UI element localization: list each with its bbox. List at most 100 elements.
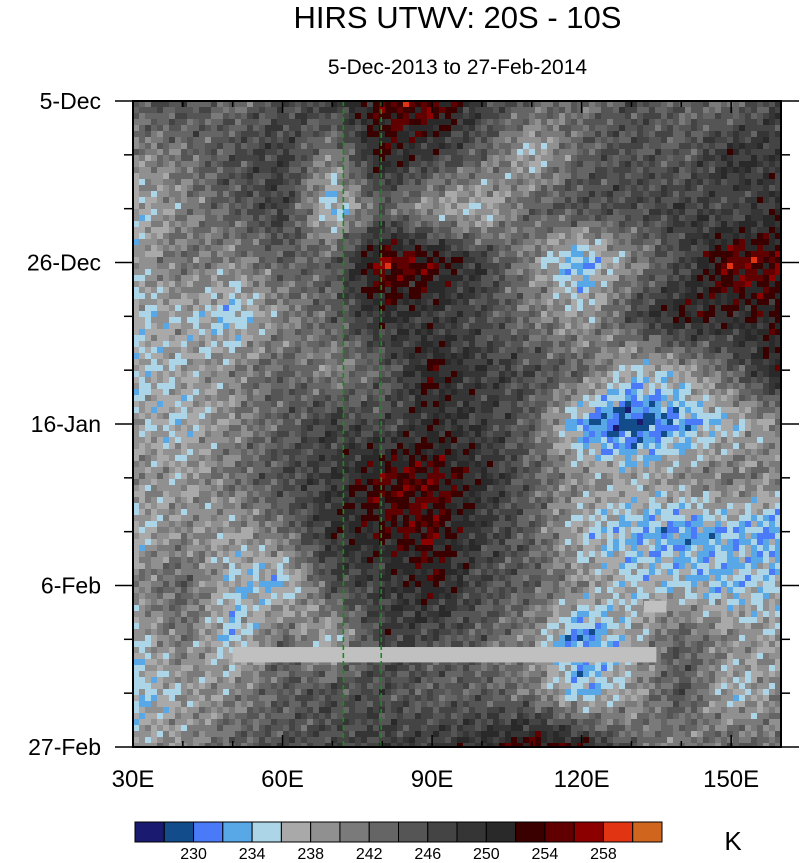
heatmap-cell [475, 191, 482, 198]
heatmap-cell [499, 245, 506, 252]
heatmap-cell [379, 203, 386, 210]
heatmap-cell [517, 365, 524, 372]
heatmap-cell [679, 173, 686, 180]
heatmap-cell [577, 323, 584, 330]
heatmap-cell [451, 185, 458, 192]
heatmap-cell [295, 221, 302, 228]
heatmap-cell [133, 179, 140, 186]
heatmap-cell [409, 221, 416, 228]
heatmap-cell [187, 365, 194, 372]
heatmap-cell [691, 233, 698, 240]
heatmap-cell [199, 173, 206, 180]
heatmap-cell [529, 335, 536, 342]
heatmap-cell [601, 281, 608, 288]
heatmap-cell [493, 161, 500, 168]
heatmap-cell [295, 113, 302, 120]
heatmap-cell [205, 341, 212, 348]
heatmap-cell [415, 353, 422, 360]
heatmap-cell [727, 143, 734, 150]
heatmap-cell [469, 155, 476, 162]
heatmap-cell [145, 341, 152, 348]
heatmap-cell [331, 341, 338, 348]
heatmap-cell [235, 269, 242, 276]
heatmap-cell [319, 287, 326, 294]
heatmap-cell [265, 275, 272, 282]
heatmap-cell [769, 233, 776, 240]
heatmap-cell [673, 317, 680, 324]
heatmap-cell [307, 353, 314, 360]
heatmap-cell [739, 257, 746, 264]
heatmap-cell [601, 113, 608, 120]
heatmap-cell [445, 353, 452, 360]
heatmap-cell [343, 149, 350, 156]
heatmap-cell [373, 233, 380, 240]
heatmap-cell [703, 311, 710, 318]
heatmap-cell [295, 281, 302, 288]
heatmap-cell [337, 311, 344, 318]
heatmap-cell [505, 269, 512, 276]
heatmap-cell [271, 227, 278, 234]
heatmap-cell [235, 281, 242, 288]
heatmap-cell [367, 173, 374, 180]
heatmap-cell [679, 347, 686, 354]
heatmap-cell [289, 107, 296, 114]
heatmap-cell [367, 299, 374, 306]
heatmap-cell [733, 335, 740, 342]
heatmap-cell [769, 155, 776, 162]
heatmap-cell [265, 107, 272, 114]
heatmap-cell [451, 179, 458, 186]
heatmap-cell [409, 329, 416, 336]
heatmap-cell [325, 245, 332, 252]
heatmap-cell [193, 119, 200, 126]
heatmap-cell [709, 143, 716, 150]
heatmap-cell [367, 245, 374, 252]
heatmap-cell [451, 311, 458, 318]
heatmap-cell [313, 137, 320, 144]
heatmap-cell [433, 239, 440, 246]
heatmap-cell [409, 311, 416, 318]
heatmap-cell [157, 371, 164, 378]
heatmap-cell [481, 137, 488, 144]
heatmap-cell [205, 227, 212, 234]
heatmap-cell [589, 323, 596, 330]
heatmap-cell [475, 119, 482, 126]
heatmap-cell [331, 233, 338, 240]
heatmap-cell [757, 287, 764, 294]
heatmap-cell [571, 287, 578, 294]
heatmap-cell [577, 233, 584, 240]
heatmap-cell [769, 353, 776, 360]
heatmap-cell [427, 323, 434, 330]
heatmap-cell [685, 275, 692, 282]
heatmap-cell [775, 125, 782, 132]
heatmap-cell [457, 251, 464, 258]
heatmap-cell [739, 191, 746, 198]
heatmap-cell [223, 263, 230, 270]
heatmap-cell [559, 209, 566, 216]
heatmap-cell [181, 113, 188, 120]
heatmap-cell [757, 233, 764, 240]
heatmap-cell [565, 359, 572, 366]
heatmap-cell [205, 257, 212, 264]
heatmap-cell [409, 269, 416, 276]
heatmap-cell [613, 209, 620, 216]
heatmap-cell [571, 311, 578, 318]
heatmap-cell [439, 221, 446, 228]
heatmap-cell [661, 335, 668, 342]
heatmap-cell [259, 161, 266, 168]
heatmap-cell [181, 299, 188, 306]
heatmap-cell [577, 239, 584, 246]
heatmap-cell [637, 263, 644, 270]
heatmap-cell [343, 347, 350, 354]
heatmap-cell [523, 275, 530, 282]
heatmap-cell [655, 101, 662, 108]
heatmap-cell [133, 125, 140, 132]
heatmap-cell [469, 275, 476, 282]
heatmap-cell [619, 365, 626, 372]
heatmap-cell [373, 101, 380, 108]
heatmap-cell [571, 215, 578, 222]
heatmap-cell [553, 311, 560, 318]
heatmap-cell [487, 161, 494, 168]
heatmap-cell [739, 365, 746, 372]
heatmap-cell [229, 335, 236, 342]
heatmap-cell [199, 311, 206, 318]
